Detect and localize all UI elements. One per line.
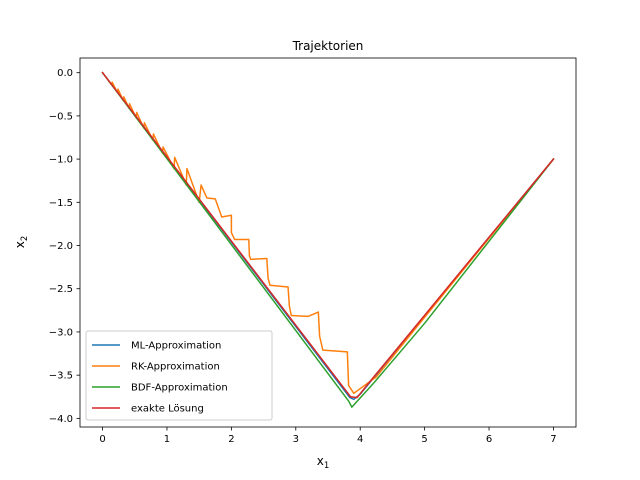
x-tick-label: 0 (99, 434, 105, 445)
y-tick-label: −2.0 (49, 241, 73, 252)
y-tick-label: −3.5 (49, 371, 73, 382)
y-tick-label: −4.0 (49, 414, 73, 425)
legend-label-2: RK-Approximation (131, 362, 220, 373)
legend-label-1: ML-Approximation (131, 341, 221, 352)
x-axis-label-main: x (317, 454, 324, 468)
y-tick-label: −1.0 (49, 155, 73, 166)
x-tick-label: 4 (357, 434, 363, 445)
y-tick-label: −3.0 (49, 327, 73, 338)
x-tick-label: 2 (228, 434, 234, 445)
y-tick-label: −2.5 (49, 284, 73, 295)
plot-frame (79, 57, 577, 428)
x-axis-label: x1 (317, 454, 330, 471)
legend: ML-Approximation RK-Approximation BDF-Appr… (85, 330, 273, 421)
series-line-2 (101, 71, 555, 395)
legend-label-3: BDF-Approximation (131, 383, 228, 394)
y-axis-label: x2 (13, 236, 30, 249)
x-tick-label: 5 (421, 434, 427, 445)
y-tick-label: 0.0 (57, 68, 73, 79)
y-tick-label: −1.5 (49, 198, 73, 209)
x-axis: 0 1 2 3 4 5 6 7 (99, 427, 557, 445)
y-axis-label-subscript: 2 (20, 236, 30, 241)
x-tick-label: 7 (550, 434, 556, 445)
y-axis-label-main: x (13, 241, 27, 248)
series-line-3 (101, 71, 555, 408)
x-tick-label: 3 (293, 434, 299, 445)
x-tick-label: 1 (164, 434, 170, 445)
legend-box (85, 330, 273, 421)
y-tick-label: −0.5 (49, 111, 73, 122)
series-layer (101, 71, 555, 408)
series-line-4 (101, 71, 555, 399)
y-axis: 0.0 −0.5 −1.0 −1.5 −2.0 −2.5 −3.0 −3.5 −4.0 (49, 68, 80, 425)
x-tick-label: 6 (486, 434, 492, 445)
legend-label-4: exakte Lösung (131, 404, 204, 415)
x-axis-label-subscript: 1 (324, 461, 329, 471)
chart-title: Trajektorien (292, 39, 364, 53)
